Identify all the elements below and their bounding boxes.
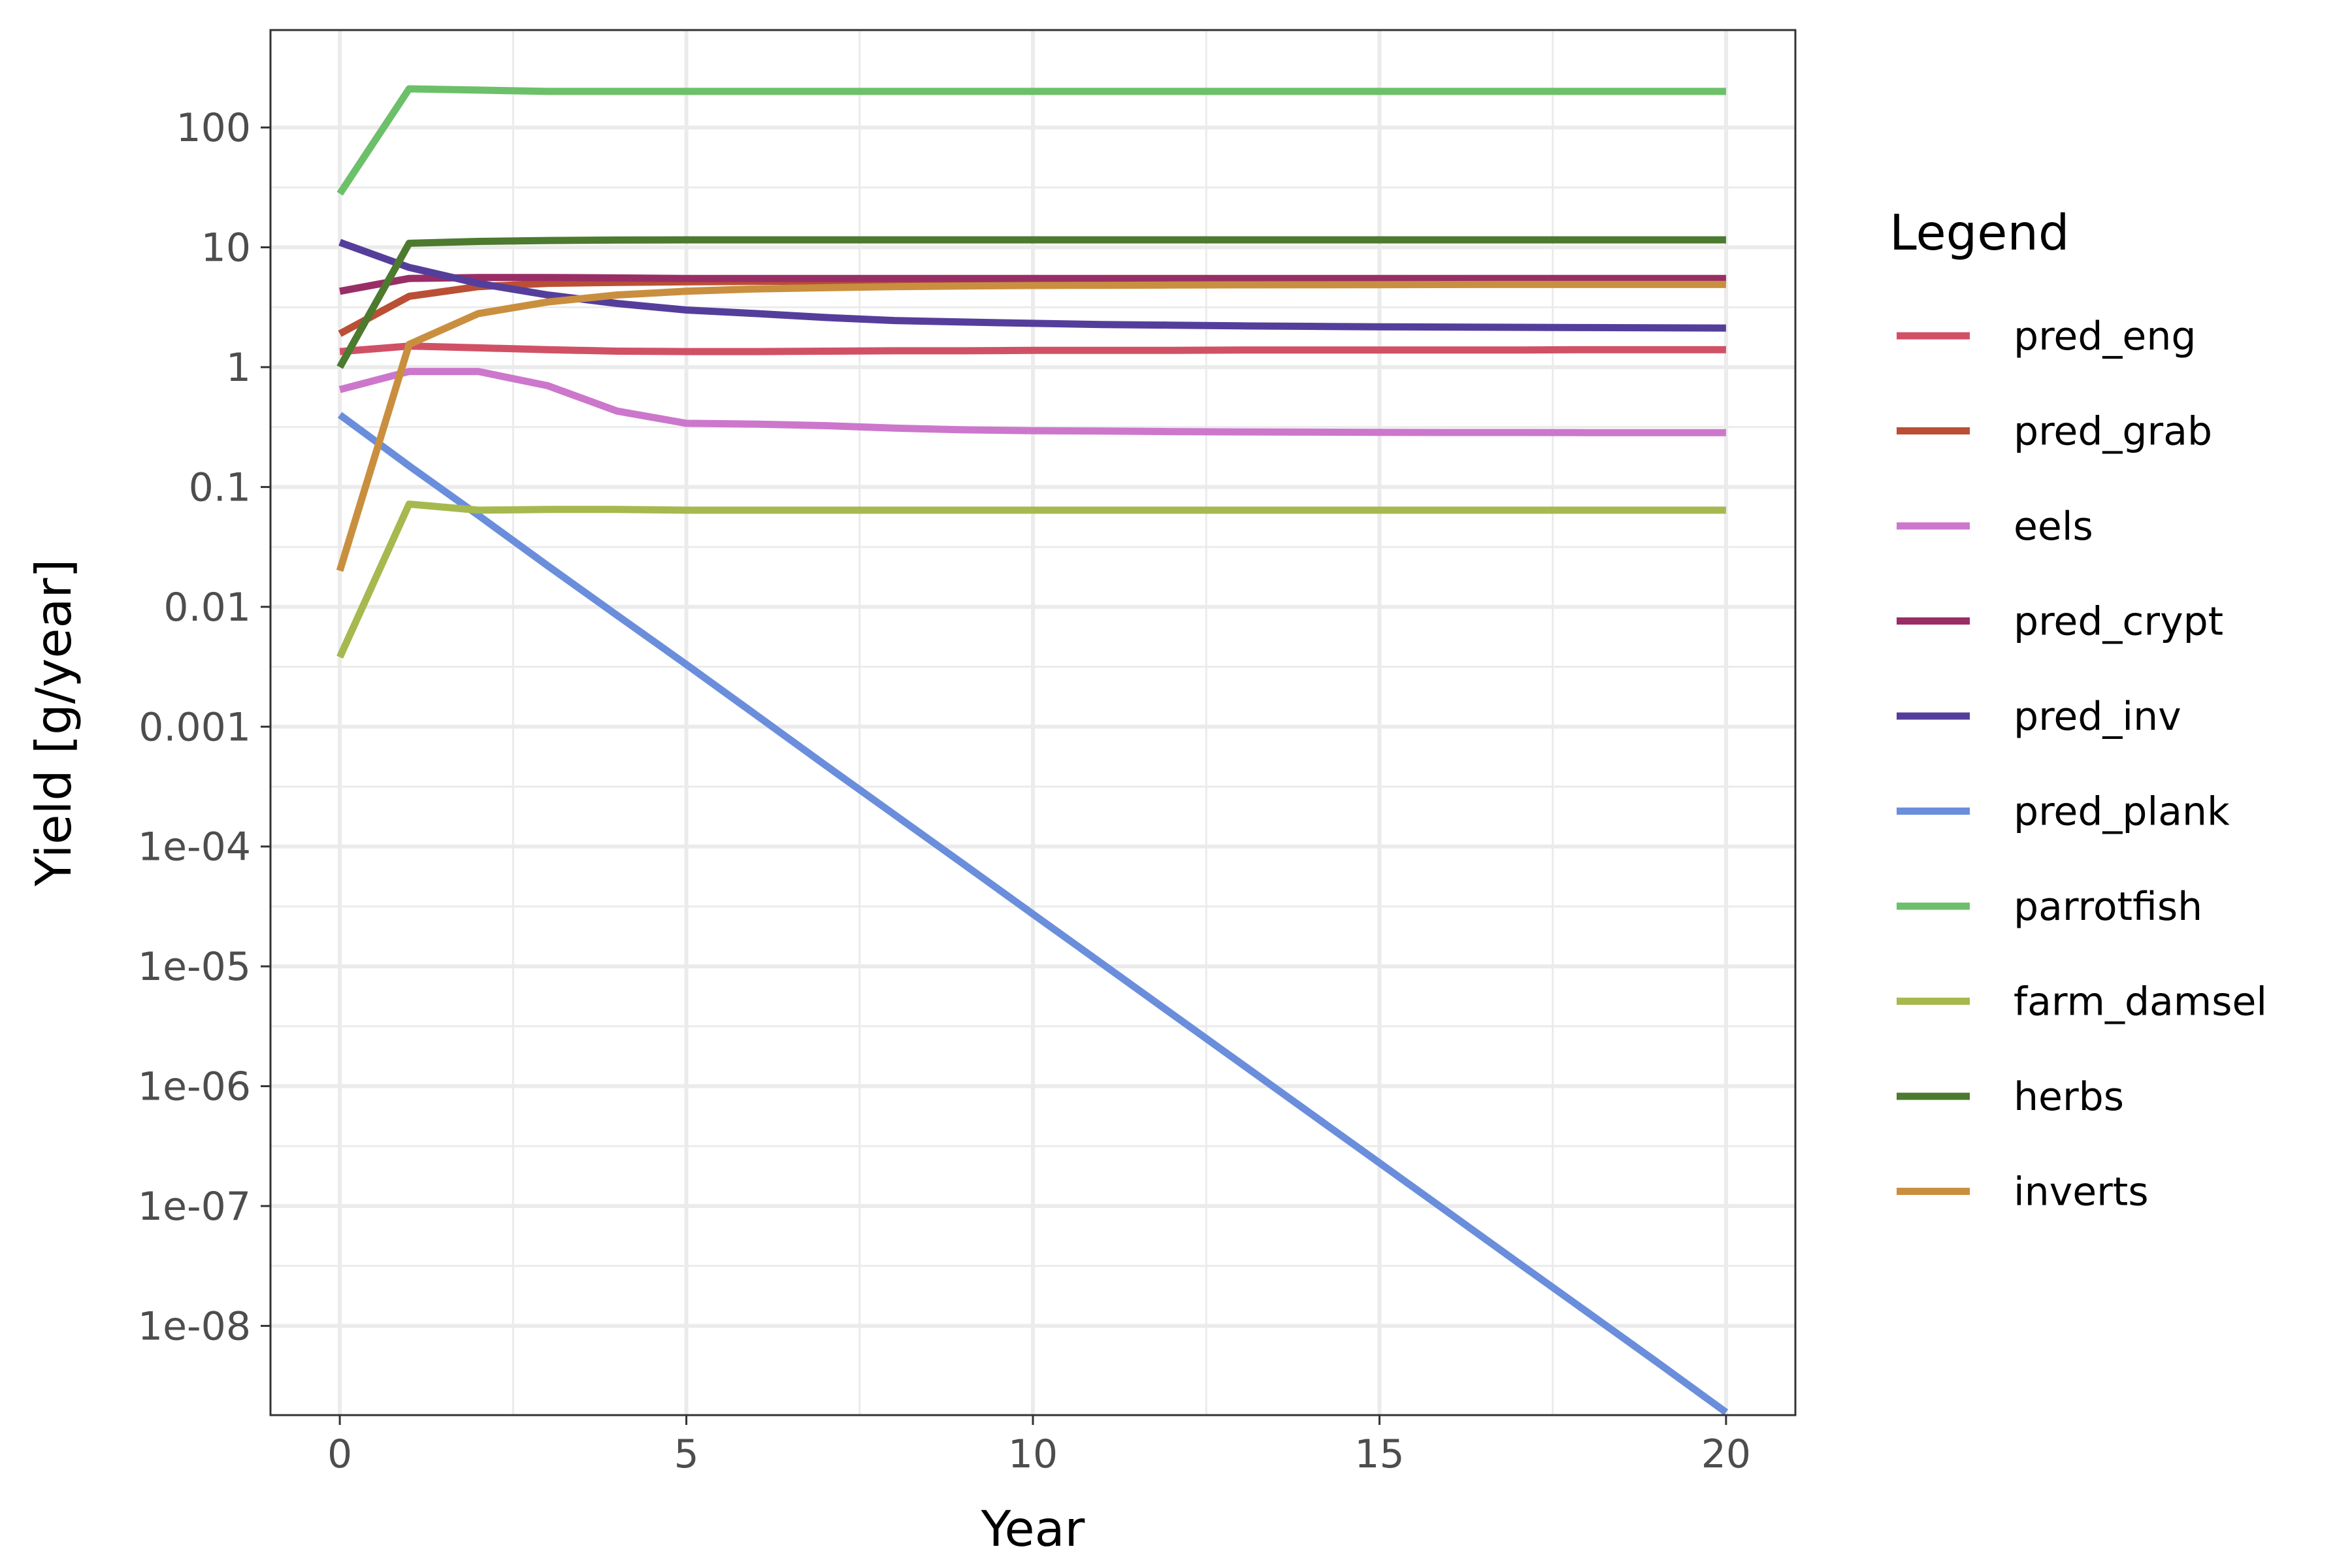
- plot-panel: [269, 29, 1797, 1416]
- y-tick-label: 100: [176, 105, 251, 151]
- y-tick-label: 1e-06: [138, 1064, 251, 1110]
- x-tick-label: 0: [327, 1431, 352, 1477]
- x-tick-label: 5: [674, 1431, 698, 1477]
- series-line-inverts: [336, 280, 1726, 572]
- x-axis-title: Year: [981, 1500, 1085, 1558]
- y-tick-label: 0.001: [139, 704, 251, 750]
- y-tick-label: 0.1: [189, 465, 251, 510]
- x-tick-label: 20: [1701, 1431, 1751, 1477]
- legend-label-eels: eels: [2014, 504, 2093, 549]
- x-tick-label: 15: [1354, 1431, 1404, 1477]
- legend-label-pred-crypt: pred_crypt: [2014, 599, 2223, 645]
- legend-label-pred-grab: pred_grab: [2014, 409, 2212, 455]
- series-line-eels: [338, 368, 1726, 436]
- y-tick-label: 1e-04: [138, 825, 251, 870]
- series-line-pred-eng: [339, 342, 1726, 355]
- legend-label-pred-plank: pred_plank: [2014, 789, 2230, 835]
- legend-label-pred-inv: pred_inv: [2014, 694, 2181, 740]
- series-line-parrotfish: [336, 85, 1726, 196]
- y-tick-label: 1e-08: [138, 1303, 251, 1349]
- y-tick-label: 1e-05: [138, 944, 251, 990]
- legend-label-pred-eng: pred_eng: [2014, 314, 2196, 359]
- legend-label-herbs: herbs: [2014, 1074, 2124, 1120]
- series-line-pred-crypt: [339, 274, 1726, 295]
- y-tick-label: 1: [226, 345, 251, 391]
- series-line-farm-damsel: [336, 500, 1726, 659]
- legend-label-farm-damsel: farm_damsel: [2014, 979, 2267, 1025]
- y-tick-label: 0.01: [163, 585, 251, 630]
- y-axis-title: Yield [g/year]: [25, 559, 82, 887]
- series-line-herbs: [336, 236, 1726, 369]
- y-tick-label: 10: [201, 225, 251, 271]
- x-tick-label: 10: [1008, 1431, 1058, 1477]
- legend-title: Legend: [1889, 204, 2070, 261]
- legend-label-inverts: inverts: [2014, 1169, 2149, 1215]
- legend-label-parrotfish: parrotfish: [2014, 884, 2202, 930]
- y-tick-label: 1e-07: [138, 1184, 251, 1230]
- y-axis: 1e-08 1e-07 1e-06 1e-05 1e-04 0.001 0.01 0.1 1 10…: [138, 105, 270, 1349]
- x-axis: 0 5 10 15 20: [327, 1415, 1751, 1477]
- series-line-pred-plank: [337, 412, 1729, 1416]
